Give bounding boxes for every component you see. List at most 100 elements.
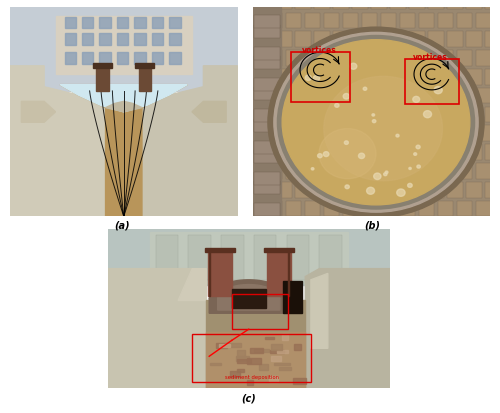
Circle shape (319, 129, 376, 179)
Bar (152, 34, 163, 46)
Bar (276, 70, 291, 85)
Bar (333, 70, 348, 85)
Bar (485, 183, 500, 198)
Bar (100, 53, 111, 64)
Bar (257, 107, 272, 123)
Bar (419, 14, 434, 29)
Bar (381, 14, 396, 29)
Bar (352, 0, 368, 10)
Bar (135, 64, 154, 69)
Bar (219, 344, 230, 347)
Bar (246, 358, 261, 364)
Bar (438, 126, 453, 142)
Bar (254, 204, 280, 217)
Bar (324, 88, 339, 104)
Bar (428, 70, 444, 85)
Polygon shape (305, 269, 390, 388)
Bar (390, 145, 406, 161)
Bar (100, 18, 111, 29)
Bar (188, 235, 211, 280)
Bar (428, 0, 444, 10)
Bar (324, 201, 339, 217)
Bar (267, 14, 282, 29)
Circle shape (408, 184, 412, 188)
Bar (390, 183, 406, 198)
Bar (270, 350, 283, 353)
Bar (257, 32, 272, 48)
Bar (288, 252, 289, 296)
Bar (205, 248, 234, 252)
Bar (381, 51, 396, 66)
Bar (237, 369, 244, 373)
Circle shape (414, 153, 416, 156)
Bar (267, 164, 282, 179)
Polygon shape (209, 280, 288, 313)
Bar (286, 164, 301, 179)
Bar (362, 201, 377, 217)
Bar (82, 18, 94, 29)
Text: (c): (c) (242, 392, 256, 402)
Bar (390, 0, 406, 10)
Bar (248, 201, 263, 217)
Bar (438, 88, 453, 104)
Bar (221, 235, 244, 280)
Bar (381, 88, 396, 104)
Bar (371, 145, 386, 161)
Bar (371, 183, 386, 198)
Bar (343, 51, 358, 66)
Bar (286, 201, 301, 217)
Bar (381, 126, 396, 142)
Bar (276, 145, 291, 161)
Bar (400, 164, 415, 179)
Polygon shape (206, 301, 305, 388)
Polygon shape (60, 85, 188, 217)
Bar (295, 70, 310, 85)
Circle shape (324, 152, 329, 157)
Bar (485, 70, 500, 85)
Bar (485, 0, 500, 10)
Bar (305, 201, 320, 217)
Bar (134, 53, 145, 64)
Bar (419, 126, 434, 142)
Bar (466, 0, 481, 10)
Bar (448, 0, 462, 10)
Bar (295, 183, 310, 198)
Circle shape (305, 76, 312, 81)
Bar (138, 66, 151, 92)
Circle shape (363, 88, 367, 91)
Circle shape (416, 146, 420, 150)
Circle shape (314, 76, 320, 82)
Bar (152, 53, 163, 64)
Bar (495, 14, 500, 29)
Bar (56, 17, 192, 75)
Bar (409, 32, 424, 48)
Bar (264, 248, 294, 252)
Polygon shape (311, 274, 328, 349)
Bar (324, 51, 339, 66)
Bar (343, 126, 358, 142)
Polygon shape (142, 66, 238, 217)
Bar (64, 18, 76, 29)
Bar (286, 14, 301, 29)
Bar (448, 145, 462, 161)
Circle shape (396, 190, 405, 197)
Bar (495, 88, 500, 104)
Bar (438, 14, 453, 29)
Text: (b): (b) (364, 220, 380, 230)
Polygon shape (60, 85, 188, 113)
Text: vortices: vortices (302, 46, 336, 55)
Polygon shape (10, 66, 106, 217)
Bar (390, 32, 406, 48)
Bar (448, 32, 462, 48)
Bar (258, 364, 268, 370)
Bar (254, 0, 280, 7)
Bar (343, 164, 358, 179)
Text: vortices: vortices (413, 52, 448, 62)
Bar (362, 126, 377, 142)
Bar (169, 34, 180, 46)
Circle shape (358, 154, 364, 159)
Bar (206, 332, 305, 388)
Bar (314, 70, 330, 85)
Bar (352, 107, 368, 123)
Bar (208, 252, 232, 296)
